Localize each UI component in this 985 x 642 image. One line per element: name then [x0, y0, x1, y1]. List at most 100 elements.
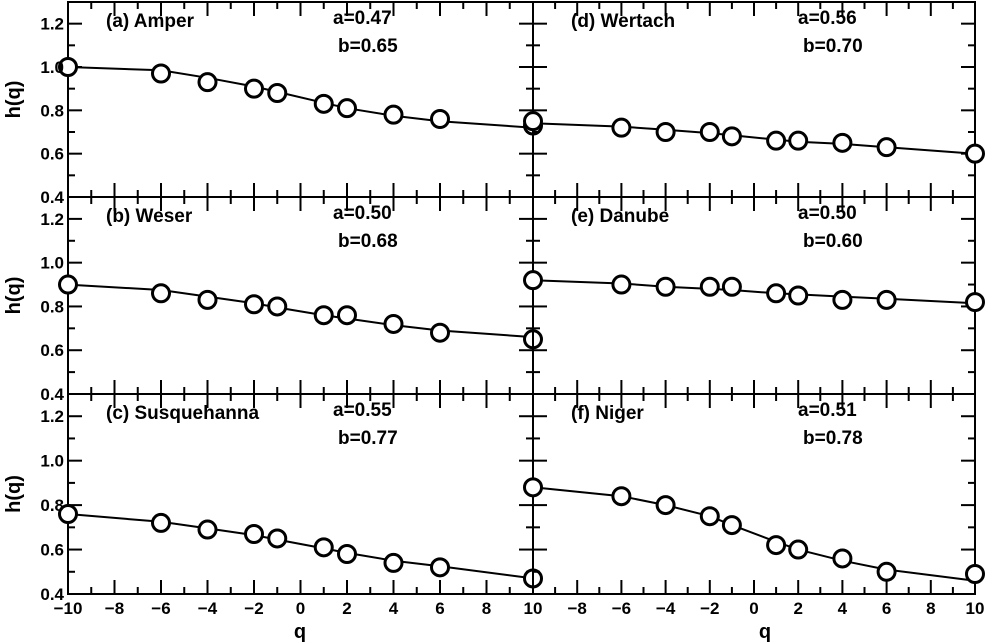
- x-tick-label: −8: [568, 599, 587, 618]
- y-axis-title: h(q): [3, 277, 25, 315]
- param-b-label: b=0.78: [803, 428, 863, 449]
- data-point: [832, 548, 853, 569]
- y-axis-title: h(q): [3, 475, 25, 513]
- data-point: [523, 477, 543, 498]
- data-point: [965, 292, 985, 313]
- y-tick-label: 0.8: [40, 297, 64, 316]
- fit-line: [532, 486, 976, 582]
- data-point: [766, 283, 787, 304]
- data-point: [611, 117, 632, 138]
- data-point: [151, 512, 171, 533]
- x-tick-label: −6: [151, 599, 170, 618]
- x-tick-label: 10: [524, 599, 543, 618]
- param-a-label: a=0.51: [798, 400, 857, 421]
- data-point: [655, 495, 676, 516]
- fit-line: [532, 279, 976, 305]
- y-tick-label: 1.2: [40, 15, 64, 34]
- panel-5: (f) Niger a=0.51 b=0.78: [523, 393, 985, 595]
- data-point: [383, 552, 404, 573]
- param-a-label: a=0.50: [333, 203, 392, 224]
- data-point: [197, 289, 218, 310]
- data-point: [788, 285, 809, 306]
- data-point: [832, 132, 853, 153]
- x-axis-title-right: q: [759, 621, 771, 642]
- x-tick-label: 10: [966, 599, 985, 618]
- panel-title: (b) Weser: [106, 206, 193, 227]
- panel-title: (f) Niger: [571, 403, 644, 424]
- x-tick-label: −10: [54, 599, 83, 618]
- y-tick-label: 0.4: [40, 188, 64, 207]
- data-point: [267, 296, 288, 317]
- data-point: [58, 274, 78, 295]
- data-point: [788, 130, 809, 151]
- x-tick-label: 8: [926, 599, 935, 618]
- y-tick-label: 0.6: [40, 145, 64, 164]
- data-point: [788, 539, 809, 560]
- fit-line: [532, 122, 976, 155]
- data-point: [267, 83, 288, 103]
- panel-4: (e) Danube a=0.50 b=0.60: [523, 196, 985, 395]
- y-axis-title: h(q): [3, 81, 25, 119]
- panel-2: (c) Susquehanna a=0.55 b=0.77: [58, 393, 543, 595]
- y-axis-labels: 0.4 0.6 0.8 1.0 1.2 h(q) 0.4 0.6 0.8 1.0 1.2 h(q) 0.…: [3, 15, 65, 604]
- data-point: [766, 130, 787, 151]
- x-axis-title-left: q: [294, 621, 306, 642]
- data-point: [383, 104, 404, 125]
- data-point: [876, 137, 897, 158]
- data-point: [655, 122, 676, 142]
- y-tick-label: 0.8: [40, 101, 64, 120]
- data-point: [313, 93, 334, 114]
- y-tick-label: 0.4: [40, 585, 64, 604]
- fit-line: [67, 513, 534, 580]
- data-point: [965, 564, 985, 584]
- data-point: [430, 557, 450, 578]
- panel-0: (a) Amper a=0.47 b=0.65: [58, 1, 543, 198]
- x-tick-label: −2: [700, 599, 719, 618]
- data-point: [337, 544, 357, 564]
- data-point: [655, 276, 676, 297]
- data-point: [611, 486, 632, 507]
- data-point: [699, 276, 720, 297]
- data-point: [721, 515, 742, 536]
- y-tick-label: 0.6: [40, 541, 64, 560]
- x-tick-label: 0: [296, 599, 305, 618]
- panels-group: (a) Amper a=0.47 b=0.65 (b) Weser a=0.50 b=0.…: [58, 1, 985, 595]
- data-point: [313, 305, 334, 326]
- data-point: [151, 283, 171, 304]
- y-tick-label: 1.2: [40, 210, 64, 229]
- data-point: [244, 524, 264, 544]
- x-tick-label: −6: [612, 599, 631, 618]
- panel-1: (b) Weser a=0.50 b=0.68: [58, 196, 543, 395]
- data-point: [832, 289, 853, 310]
- x-tick-label: 0: [749, 599, 758, 618]
- data-point: [313, 537, 334, 558]
- panel-title: (e) Danube: [571, 206, 669, 227]
- y-tick-label: 1.0: [40, 58, 64, 77]
- fit-line: [67, 66, 534, 129]
- data-point: [430, 322, 450, 343]
- data-point: [699, 122, 720, 142]
- data-point: [430, 109, 450, 129]
- data-point: [766, 535, 787, 556]
- x-tick-label: 2: [342, 599, 351, 618]
- y-tick-label: 1.2: [40, 407, 64, 426]
- x-tick-label: 4: [838, 599, 848, 618]
- data-point: [965, 143, 985, 164]
- y-tick-label: 1.0: [40, 254, 64, 273]
- fit-line: [67, 283, 534, 339]
- data-point: [876, 561, 897, 582]
- data-point: [721, 276, 742, 297]
- x-tick-label: 6: [435, 599, 444, 618]
- x-tick-label: 4: [389, 599, 399, 618]
- data-point: [337, 98, 357, 119]
- data-point: [699, 506, 720, 527]
- panel-3: (d) Wertach a=0.56 b=0.70: [523, 1, 985, 198]
- x-tick-label: −8: [105, 599, 124, 618]
- data-point: [383, 313, 404, 334]
- data-point: [876, 289, 897, 310]
- param-a-label: a=0.55: [333, 400, 392, 421]
- y-tick-label: 0.4: [40, 385, 64, 404]
- data-point: [244, 294, 264, 315]
- data-point: [611, 274, 632, 295]
